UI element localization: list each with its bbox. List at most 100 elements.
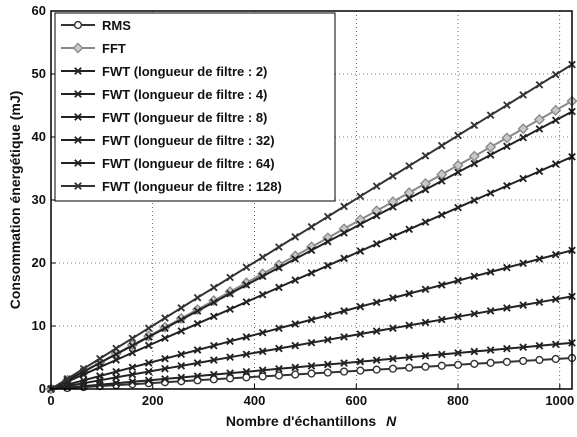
series-point [470, 272, 479, 281]
series-point [161, 364, 169, 373]
series-point [551, 354, 560, 364]
series-point [291, 363, 300, 372]
series-point [144, 376, 153, 385]
series-point [405, 353, 414, 362]
series-point [258, 253, 267, 262]
series-point [161, 314, 169, 322]
legend-marker [74, 90, 82, 98]
series-point [535, 355, 544, 365]
series-point [519, 301, 527, 309]
series-point [161, 334, 169, 343]
legend-marker [74, 182, 82, 190]
series-point [519, 259, 527, 268]
series-point [79, 364, 88, 373]
series-point [372, 240, 381, 248]
series-point [437, 210, 446, 219]
series-point [551, 250, 560, 259]
series-point [209, 370, 218, 379]
series-point [405, 194, 414, 203]
series-point [470, 359, 479, 368]
series-point [519, 91, 527, 99]
series-point [323, 311, 332, 320]
series-point [470, 309, 479, 318]
x-tick-label: 600 [345, 393, 367, 408]
series-point [340, 359, 348, 367]
series-point [470, 121, 479, 130]
series-point [372, 365, 381, 374]
series-point [356, 302, 365, 311]
series-point [258, 290, 267, 299]
series-point [372, 327, 381, 335]
series-point [339, 367, 349, 376]
series-point [144, 324, 153, 332]
y-tick-label: 20 [32, 255, 46, 270]
series-point [535, 255, 544, 263]
series-point [535, 298, 544, 307]
x-tick-label: 1000 [545, 393, 574, 408]
series-point [503, 344, 511, 353]
series-point [323, 261, 332, 270]
x-axis-label-text: Nombre d'échantillons [226, 413, 377, 429]
y-tick-label: 50 [32, 66, 46, 81]
series-point [323, 237, 332, 246]
legend-label: RMS [102, 18, 131, 33]
series-layer [45, 60, 577, 395]
series-point [128, 334, 137, 343]
legend-marker [74, 136, 82, 144]
series-point [224, 286, 236, 298]
series-point [128, 377, 137, 386]
series-point [177, 350, 186, 359]
series-point [177, 362, 186, 370]
series-point [452, 159, 464, 171]
series-point [323, 335, 332, 344]
series-point [405, 363, 414, 372]
series-point [225, 374, 235, 383]
series-point [421, 352, 430, 360]
series-point [193, 372, 202, 380]
series-point [356, 366, 365, 375]
series-point [519, 174, 527, 183]
series-6 [47, 107, 576, 393]
legend-marker [72, 42, 84, 54]
series-point [177, 373, 186, 382]
series-point [209, 356, 218, 364]
series-point [340, 307, 348, 315]
series-point [307, 269, 316, 277]
series-point [161, 375, 169, 383]
y-tick-label: 30 [32, 192, 46, 207]
series-point [258, 272, 267, 281]
series-point [242, 373, 251, 382]
series-point [307, 362, 316, 370]
series-point [421, 318, 430, 327]
series-point [356, 357, 365, 366]
series-point [503, 181, 511, 190]
series-point [323, 368, 332, 377]
legend-label: FWT (longueur de filtre : 2) [102, 64, 267, 79]
x-tick-label: 800 [447, 393, 469, 408]
series-point [291, 276, 300, 284]
series-point [112, 344, 120, 353]
series-point [79, 376, 88, 385]
series-point [209, 298, 218, 307]
series-point [356, 330, 365, 338]
series-point [503, 101, 511, 109]
series-point [470, 159, 479, 168]
series-point [535, 341, 544, 350]
series-point [226, 305, 234, 314]
series-point [486, 358, 495, 367]
series-point [275, 263, 283, 272]
series-point [468, 150, 480, 162]
series-point [340, 254, 348, 263]
series-point [437, 177, 446, 185]
series-point [275, 243, 283, 251]
series-point [291, 255, 300, 263]
series-point [421, 285, 430, 294]
legend-label: FWT (longueur de filtre : 8) [102, 110, 267, 125]
legend-label: FWT (longueur de filtre : 64) [102, 156, 275, 171]
series-point [258, 347, 267, 356]
series-point [405, 289, 414, 298]
series-point [307, 315, 316, 324]
legend-label: FWT (longueur de filtre : 32) [102, 133, 275, 148]
series-point [240, 277, 252, 289]
series-point [307, 222, 316, 231]
